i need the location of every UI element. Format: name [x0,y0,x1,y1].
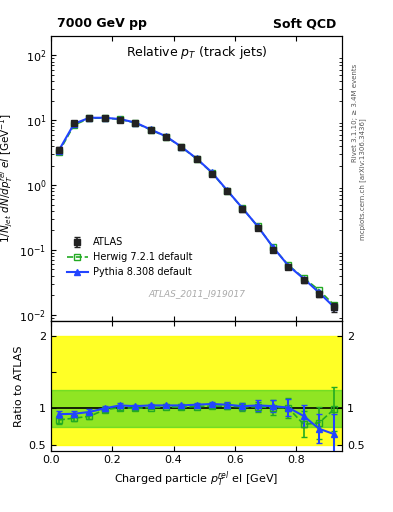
Y-axis label: $1/N_{jet}\ dN/dp_T^{rel}\ el\ [\mathrm{GeV}^{-1}]$: $1/N_{jet}\ dN/dp_T^{rel}\ el\ [\mathrm{… [0,113,15,243]
Text: Relative $p_T$ (track jets): Relative $p_T$ (track jets) [126,45,267,61]
Text: ATLAS_2011_I919017: ATLAS_2011_I919017 [148,289,245,298]
X-axis label: Charged particle $p_T^{rel}$ el [GeV]: Charged particle $p_T^{rel}$ el [GeV] [114,470,279,489]
Text: mcplots.cern.ch [arXiv:1306.3436]: mcplots.cern.ch [arXiv:1306.3436] [360,118,366,240]
Y-axis label: Ratio to ATLAS: Ratio to ATLAS [15,345,24,426]
Text: Soft QCD: Soft QCD [273,17,336,30]
Bar [51,335,342,445]
Text: Rivet 3.1.10; ≥ 3.4M events: Rivet 3.1.10; ≥ 3.4M events [352,63,358,162]
Legend: ATLAS, Herwig 7.2.1 default, Pythia 8.308 default: ATLAS, Herwig 7.2.1 default, Pythia 8.30… [62,232,197,282]
Text: 7000 GeV pp: 7000 GeV pp [57,17,147,30]
